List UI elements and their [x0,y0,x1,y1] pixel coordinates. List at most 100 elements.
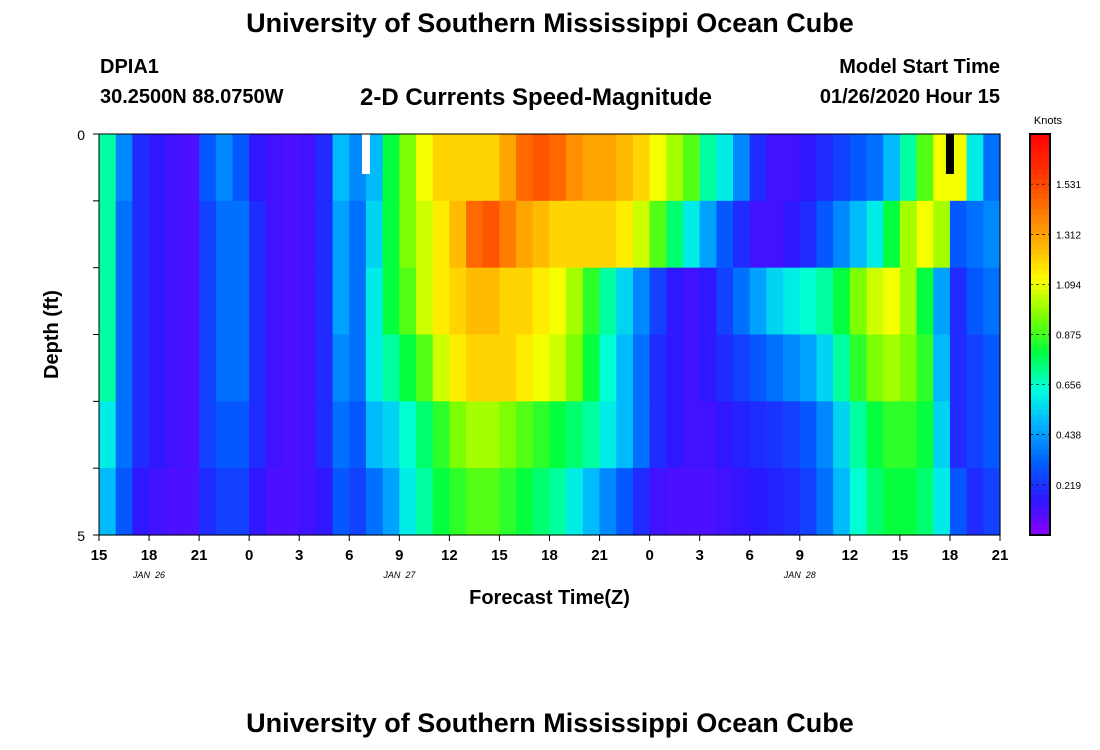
heatmap-cell [616,134,634,202]
heatmap-cell [282,468,300,536]
heatmap-cell [532,334,551,402]
heatmap-cell [816,401,834,469]
heatmap-cell [416,134,434,202]
heatmap-cell [849,401,868,469]
heatmap-cell [199,200,217,269]
heatmap-cell [949,267,968,336]
heatmap-cell [983,401,1001,469]
heatmap-cell [499,468,517,536]
heatmap-cell [582,134,601,202]
heatmap-cell [232,200,250,269]
heatmap-cell [399,468,417,536]
heatmap-cell [115,267,133,336]
heatmap-cell [249,401,267,469]
heatmap-cell [783,334,801,402]
colorbar-segment [1030,239,1050,245]
colorbar-segment [1030,189,1050,195]
heatmap-cell [866,401,884,469]
heatmap-cells [99,134,1001,536]
date-label: JAN 28 [783,570,816,580]
heatmap-cell [199,468,217,536]
x-tick-label: 6 [345,547,353,564]
heatmap-cell [232,401,250,469]
colorbar-segment [1030,339,1050,346]
heatmap-cell [165,468,184,536]
heatmap-cell [983,334,1001,402]
colorbar-segment [1030,494,1050,501]
heatmap-cell [649,267,667,336]
heatmap-cell [532,468,551,536]
heatmap-cell [916,334,934,402]
x-axis-label: Forecast Time(Z) [469,587,630,609]
colorbar-segment [1030,489,1050,496]
heatmap-cell [599,468,617,536]
heatmap-cell [933,334,951,402]
heatmap-cell [699,334,717,402]
heatmap-cell [899,200,918,269]
heatmap-cell [299,200,317,269]
heatmap-cell [766,267,784,336]
heatmap-cell [299,267,317,336]
heatmap-cell [532,200,551,269]
heatmap-cell [699,267,717,336]
heatmap-cell [365,401,384,469]
heatmap-cell [582,334,601,402]
footer-title: University of Southern Mississippi Ocean… [246,708,854,738]
heatmap-cell [699,468,717,536]
colorbar-segment [1030,364,1050,371]
heatmap-cell [199,134,217,202]
heatmap-cell [99,267,117,336]
heatmap-cell [749,200,768,269]
heatmap-cell [215,334,234,402]
heatmap-cell [849,134,868,202]
heatmap-cell [399,401,417,469]
heatmap-cell [816,468,834,536]
heatmap-cell [499,267,517,336]
heatmap-cell [549,134,567,202]
heatmap-cell [199,401,217,469]
colorbar-segment [1030,414,1050,421]
heatmap-cell [215,200,234,269]
heatmap-cell [849,267,868,336]
colorbar-segment [1030,214,1050,220]
heatmap-cell [482,200,501,269]
heatmap-cell [849,200,868,269]
heatmap-cell [549,334,567,402]
heatmap-cell [666,134,684,202]
heatmap-cell [916,134,934,202]
heatmap-cell [282,200,300,269]
colorbar-tick-label: 0.875 [1056,331,1081,342]
heatmap-cell [132,200,150,269]
heatmap-cell [432,267,450,336]
heatmap-cell [582,200,601,269]
heatmap-cell [966,334,984,402]
heatmap-cell [849,468,868,536]
heatmap-cell [949,334,968,402]
heatmap-cell [833,267,851,336]
heatmap-cell [132,334,150,402]
heatmap-cell [449,267,467,336]
heatmap-cell [466,468,484,536]
heatmap-cell [699,134,717,202]
heatmap-cell [182,401,200,469]
heatmap-cell [499,200,517,269]
heatmap-cell [416,334,434,402]
heatmap-cell [566,267,584,336]
colorbar-segment [1030,439,1050,446]
colorbar-segment [1030,389,1050,396]
colorbar-segment [1030,144,1050,150]
heatmap-cell [899,401,918,469]
x-tick-label: 15 [91,547,108,564]
heatmap-cell [132,267,150,336]
heatmap-cell [899,267,918,336]
heatmap-cell [549,468,567,536]
heatmap-cell [282,334,300,402]
heatmap-cell [833,334,851,402]
heatmap-cell [182,200,200,269]
heatmap-cell [115,401,133,469]
heatmap-cell [516,200,534,269]
heatmap-cell [733,134,751,202]
heatmap-cell [716,134,734,202]
colorbar-segment [1030,139,1050,145]
missing-data-markers [361,134,954,174]
